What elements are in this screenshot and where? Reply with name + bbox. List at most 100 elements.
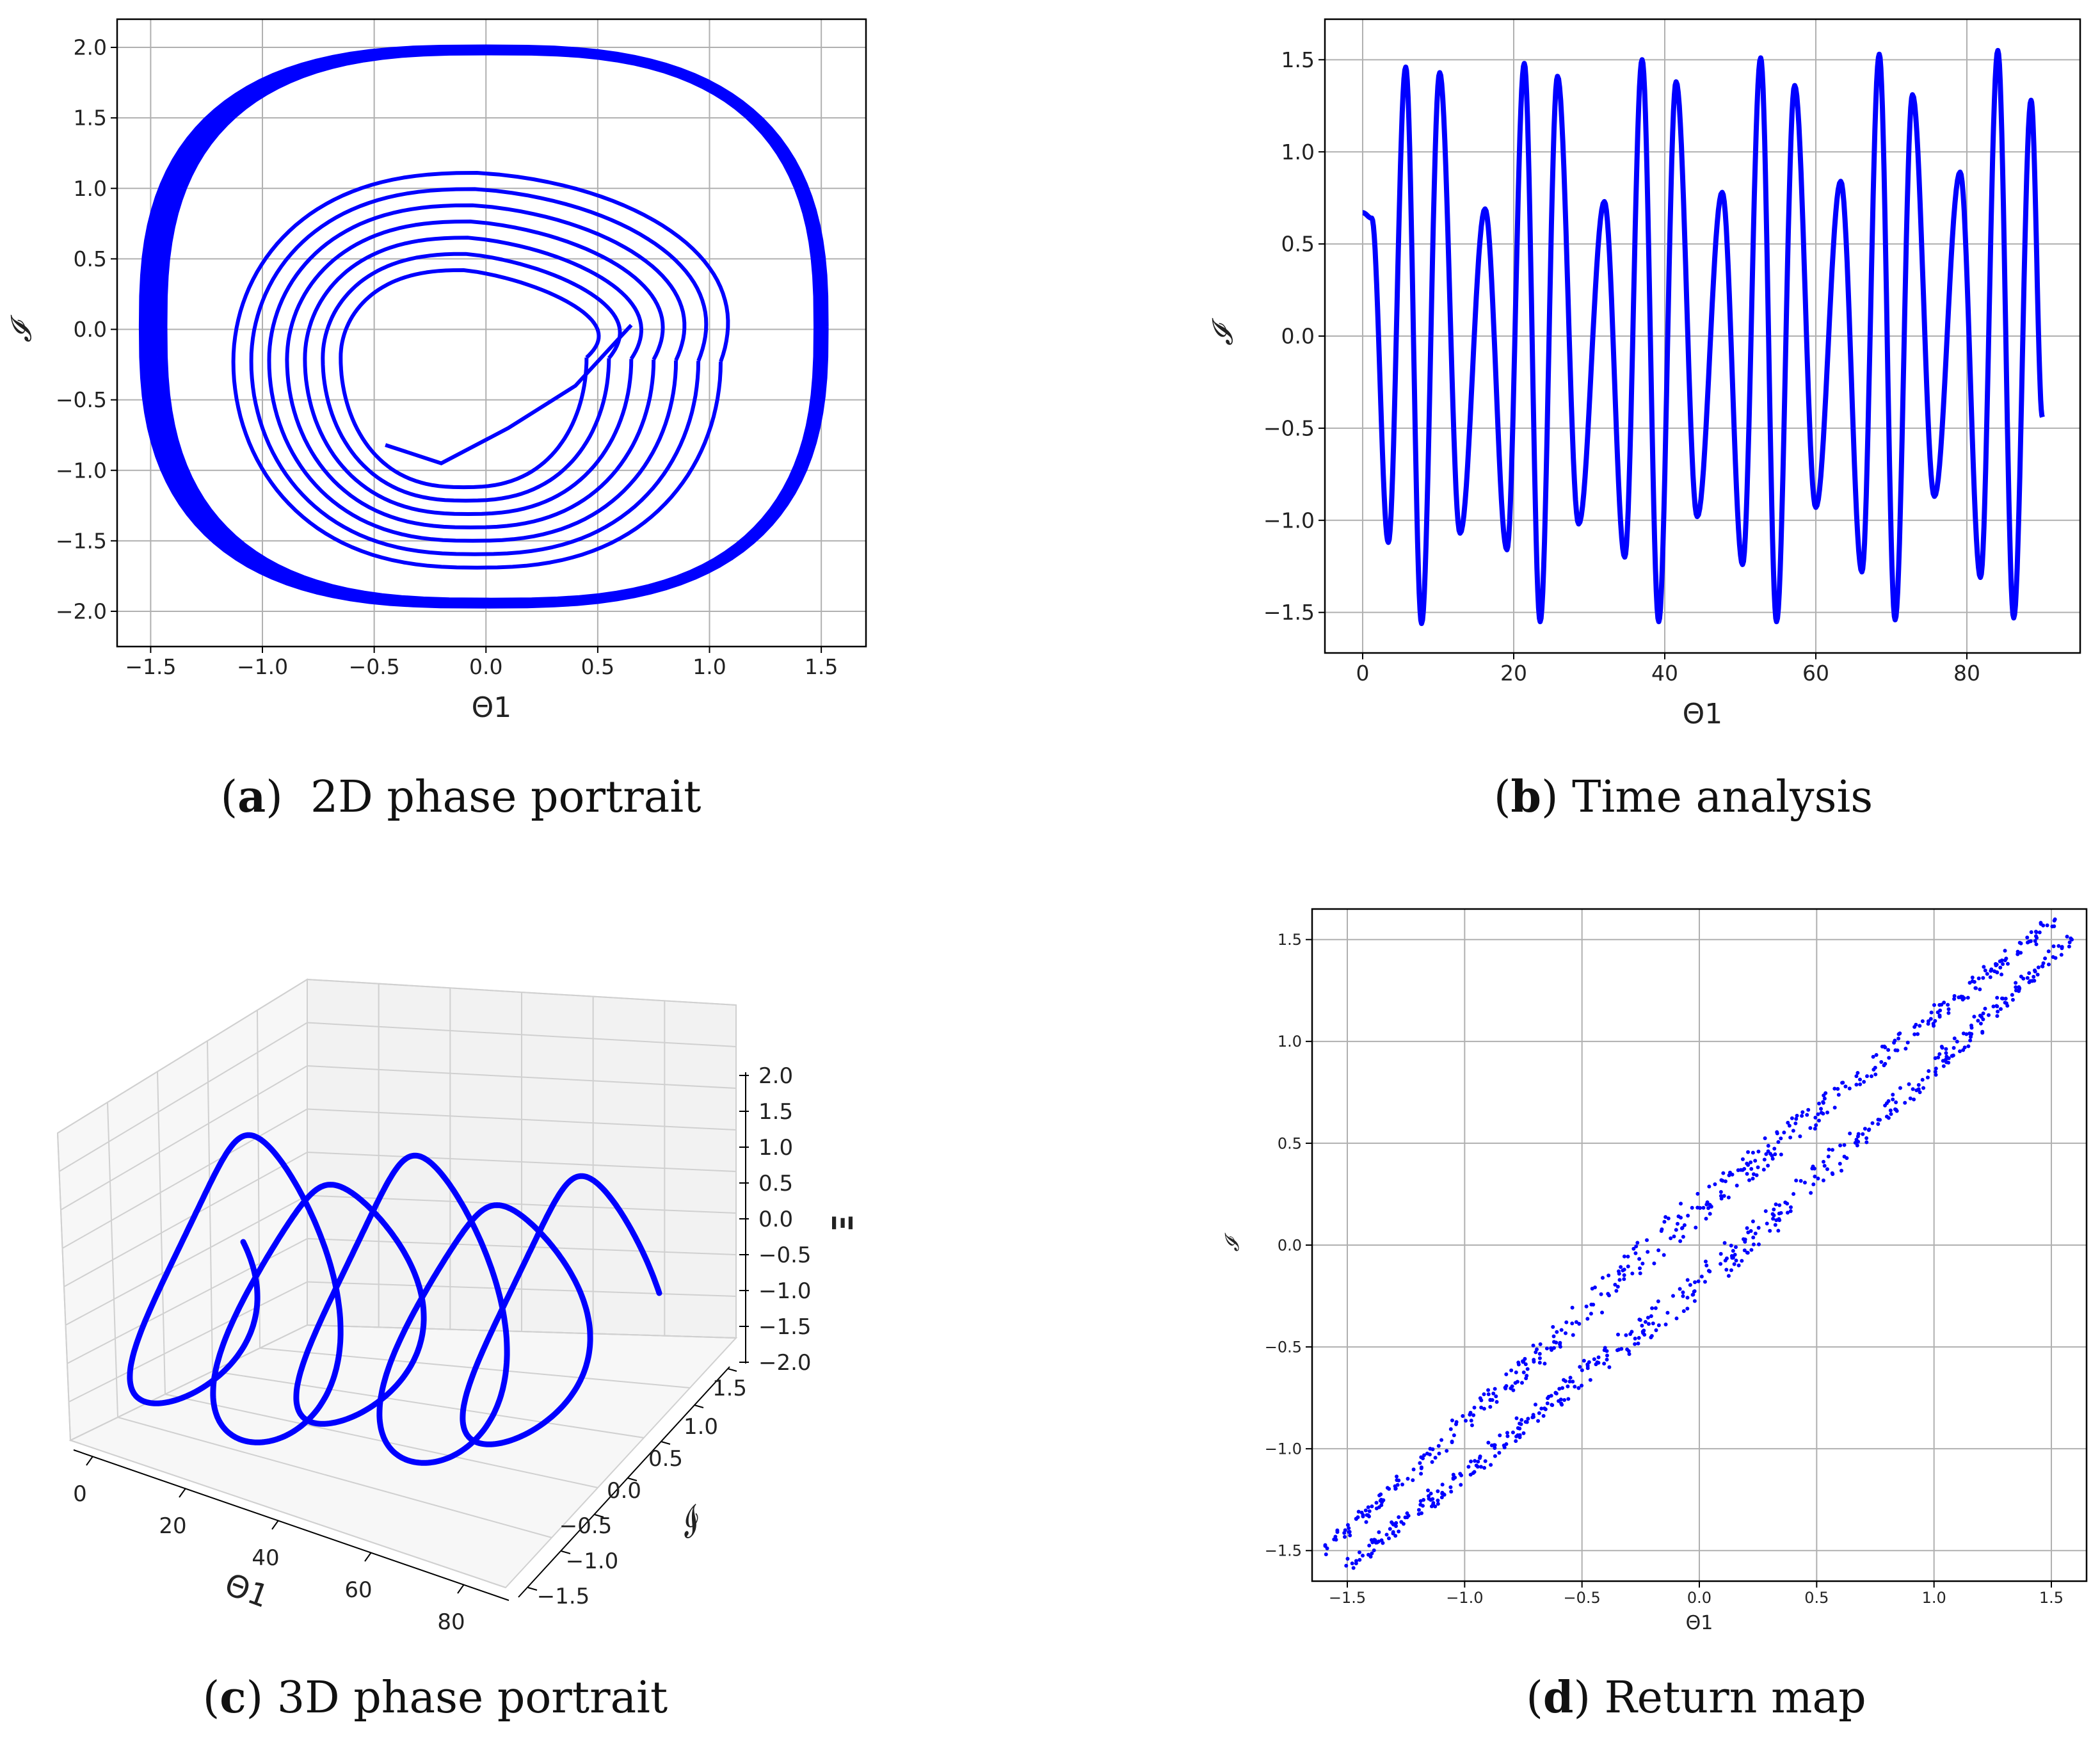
d-scatter-point	[1451, 1472, 1455, 1477]
d-scatter-point	[1544, 1346, 1549, 1351]
d-scatter-point	[1555, 1330, 1559, 1334]
d-scatter-point	[1907, 1082, 1911, 1086]
d-scatter-point	[1571, 1380, 1575, 1384]
d-scatter-point	[1738, 1168, 1743, 1172]
d-scatter-point	[1952, 994, 1957, 998]
d-scatter-point	[1777, 1218, 1782, 1223]
d-scatter-point	[1431, 1447, 1435, 1452]
d-scatter-point	[1489, 1443, 1494, 1447]
a-trajectory-outer-loop	[138, 44, 829, 609]
d-scatter-point	[1981, 1017, 1985, 1022]
d-scatter-point	[1537, 1411, 1541, 1415]
d-scatter-point	[1981, 1011, 1985, 1016]
d-scatter-point	[1879, 1060, 1884, 1065]
d-scatter-point	[1874, 1052, 1879, 1057]
d-scatter-point	[1934, 1073, 1938, 1077]
d-scatter-point	[1831, 1172, 1835, 1177]
d-scatter-point	[1633, 1342, 1637, 1346]
d-scatter-point	[1981, 976, 1985, 980]
b-y-axis-label: 𝓘	[1206, 318, 1239, 346]
d-scatter-point	[1994, 1004, 1999, 1008]
d-scatter-point	[1918, 1024, 1922, 1028]
d-scatter-point	[1904, 1047, 1908, 1051]
caption-a: (a) 2D phase portrait	[220, 771, 701, 823]
d-scatter-point	[1788, 1205, 1793, 1209]
c-grid-back-h	[307, 1238, 737, 1255]
d-scatter-point	[1978, 1021, 1983, 1026]
d-scatter-point	[1788, 1135, 1793, 1139]
d-scatter-point	[1882, 1063, 1886, 1068]
d-scatter-point	[1482, 1465, 1487, 1470]
d-scatter-point	[1856, 1070, 1860, 1075]
d-scatter-point	[1957, 995, 1961, 999]
c-z-tick-label: 1.5	[758, 1099, 793, 1125]
d-scatter-point	[1479, 1405, 1484, 1410]
d-scatter-point	[1889, 1112, 1893, 1116]
c-y-tick	[694, 1404, 704, 1408]
d-scatter-point	[1826, 1154, 1831, 1159]
c-y-tick	[527, 1587, 538, 1591]
a-y-tick-label: 0.0	[74, 317, 107, 342]
caption-d-letter: d	[1543, 1672, 1574, 1723]
d-scatter-point	[1656, 1323, 1661, 1328]
d-scatter-point	[1958, 1049, 1962, 1054]
b-x-tick-label: 80	[1953, 661, 1980, 686]
d-scatter-point	[1825, 1110, 1830, 1114]
d-scatter-point	[1560, 1403, 1564, 1407]
d-scatter-point	[1706, 1206, 1711, 1211]
d-scatter-point	[2025, 976, 2030, 980]
d-scatter-point	[1891, 1093, 1895, 1097]
d-scatter-point	[1745, 1171, 1749, 1176]
d-scatter-point	[1946, 1061, 1951, 1065]
b-frame	[1324, 18, 2081, 654]
d-scatter-point	[1871, 1054, 1875, 1059]
d-scatter-point	[1800, 1110, 1805, 1114]
d-scatter-point	[1976, 1018, 1980, 1023]
d-scatter-point	[1602, 1362, 1607, 1366]
d-scatter-point	[1842, 1143, 1847, 1147]
d-scatter-point	[1704, 1263, 1709, 1267]
d-scatter-point	[1678, 1287, 1682, 1291]
b-y-tick-label: 1.5	[1281, 47, 1315, 72]
d-scatter-point	[1779, 1136, 1783, 1141]
d-scatter-point	[1686, 1213, 1690, 1218]
d-scatter-point	[1566, 1384, 1570, 1388]
d-scatter-point	[1761, 1168, 1766, 1172]
d-scatter-point	[1682, 1223, 1687, 1227]
d-scatter-point	[1607, 1293, 1611, 1298]
d-scatter-point	[1656, 1248, 1661, 1253]
d-scatter-point	[1928, 1017, 1933, 1021]
d-scatter-point	[1469, 1459, 1473, 1463]
d-scatter-point	[1619, 1265, 1623, 1269]
a-x-tick-label: −1.5	[125, 654, 176, 679]
d-scatter-point	[1800, 1114, 1804, 1118]
d-scatter-point	[1732, 1262, 1736, 1266]
chart-b-time-analysis: 0 20 40 60 80 −1.5 −1.0 −0.5 0.0 0.5 1.0 1.5 Θ1 𝓘	[1206, 18, 2081, 730]
b-y-tick-label: −1.0	[1263, 508, 1315, 533]
d-scatter-point	[1411, 1478, 1415, 1483]
d-scatter-point	[2032, 974, 2036, 979]
d-scatter-point	[1894, 1100, 1898, 1104]
a-trajectory-inner-loop	[285, 220, 665, 529]
d-scatter-point	[1368, 1554, 1373, 1559]
d-scatter-point	[1640, 1323, 1644, 1328]
d-scatter-point	[2017, 985, 2021, 990]
d-scatter-point	[1531, 1415, 1535, 1419]
d-scatter-point	[1574, 1320, 1578, 1324]
d-scatter-point	[2003, 997, 2008, 1001]
d-scatter-point	[1816, 1118, 1821, 1123]
d-scatter-point	[1746, 1150, 1751, 1154]
d-scatter-point	[1865, 1074, 1870, 1079]
d-scatter-point	[1638, 1318, 1642, 1322]
d-scatter-point	[1473, 1459, 1477, 1463]
d-scatter-point	[1753, 1159, 1758, 1163]
d-scatter-point	[1693, 1280, 1697, 1285]
d-scatter-point	[1537, 1351, 1542, 1356]
d-scatter-point	[1419, 1455, 1423, 1460]
d-scatter-point	[1723, 1179, 1727, 1184]
caption-b-letter: b	[1511, 771, 1541, 823]
d-scatter-point	[2010, 997, 2015, 1002]
d-scatter-point	[1491, 1391, 1496, 1396]
a-y-tick-label: 0.5	[74, 246, 107, 271]
a-trajectory-inner-loop	[321, 252, 622, 503]
